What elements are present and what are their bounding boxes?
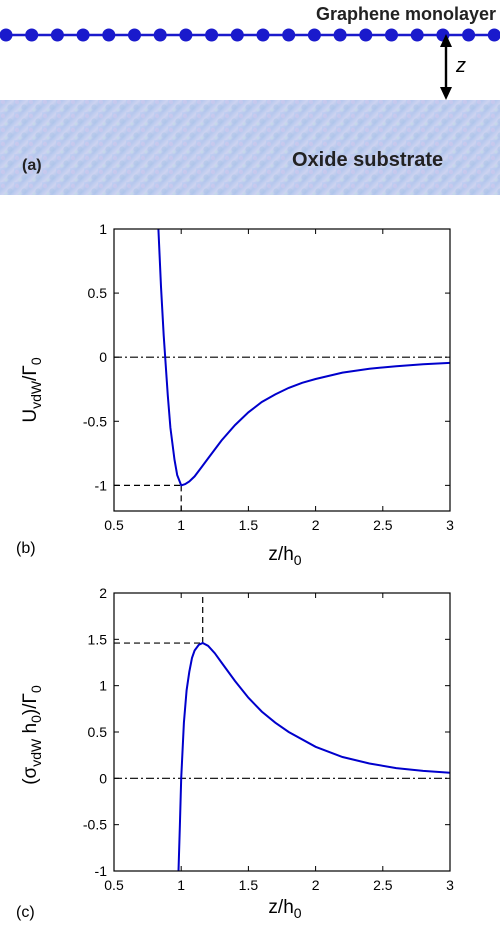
graphene-atom [256,28,270,42]
panel-tag-b: (b) [16,540,36,557]
graphene-atom [25,28,39,42]
graphene-atom [359,28,373,42]
y-tick-label: 1 [99,221,107,237]
x-tick-label: 1.5 [239,517,259,533]
graphene-atom [50,28,64,42]
graphene-atom [205,28,219,42]
graphene-label: Graphene monolayer [316,4,496,24]
x-tick-label: 3 [446,877,454,893]
chart-b-potential: 0.5 1 1.5 2 2.5 3 -1 -0.5 0 0.5 1 z/h0 UvdW/Γ0 (b) [16,221,454,565]
plot-area-c: 0.5 1 1.5 2 2.5 3 -1 -0.5 0 0.5 1 1.5 2 [83,585,454,893]
y-tick-label: 0 [99,770,107,786]
substrate-label: Oxide substrate [292,149,443,171]
x-tick-label: 0.5 [104,877,124,893]
graphene-atom [462,28,476,42]
graphene-atom [76,28,90,42]
y-tick-label: 2 [99,585,107,601]
panel-tag-c: (c) [16,904,35,921]
distance-arrow [440,34,452,100]
graphene-atom [102,28,116,42]
y-tick-label: 1.5 [88,631,108,647]
y-tick-label: 0.5 [88,724,108,740]
graphene-atom [385,28,398,42]
x-tick-label: 1.5 [239,877,259,893]
x-tick-label: 1 [177,877,185,893]
y-tick-label: -0.5 [83,817,107,833]
y-tick-label: 0 [99,349,107,365]
x-axis-title-b: z/h0 [268,544,301,565]
y-axis-title-b: UvdW/Γ0 [20,357,44,422]
schematic-panel-a: Graphene monolayer z (a) Oxide substrate [0,4,500,195]
y-tick-label: 1 [99,678,107,694]
series-line [177,641,450,871]
graphene-atom [487,28,500,42]
y-axis-title-c: (σvdW h0)/Γ0 [20,685,44,785]
series-line [157,229,450,487]
graphene-atom [179,28,193,42]
plot-frame [113,228,451,512]
x-tick-label: 3 [446,517,454,533]
x-tick-label: 1 [177,517,185,533]
x-axis-title-c: z/h0 [268,897,301,921]
plot-area-b: 0.5 1 1.5 2 2.5 3 -1 -0.5 0 0.5 1 [83,221,454,533]
distance-label: z [455,55,466,77]
x-tick-label: 2 [312,517,320,533]
x-tick-label: 2.5 [373,517,393,533]
x-tick-label: 2.5 [373,877,393,893]
graphene-atom [410,28,424,42]
graphene-monolayer [0,28,500,42]
graphene-atom [333,28,347,42]
plot-frame [113,592,451,872]
oxide-substrate [0,100,500,195]
graphene-atom [0,28,13,42]
y-tick-label: 0.5 [88,285,108,301]
x-tick-label: 2 [312,877,320,893]
x-tick-label: 0.5 [104,517,124,533]
graphene-atom [128,28,141,42]
y-tick-label: -1 [95,477,108,493]
graphene-atom [230,28,244,42]
chart-c-stress: 0.5 1 1.5 2 2.5 3 -1 -0.5 0 0.5 1 1.5 2 z/h0 (σvdW h… [16,585,454,921]
graphene-atom [282,28,296,42]
y-tick-label: -1 [95,863,108,879]
panel-tag-a: (a) [22,157,42,174]
graphene-atom [153,28,167,42]
graphene-atom [307,28,321,42]
y-tick-label: -0.5 [83,413,107,429]
